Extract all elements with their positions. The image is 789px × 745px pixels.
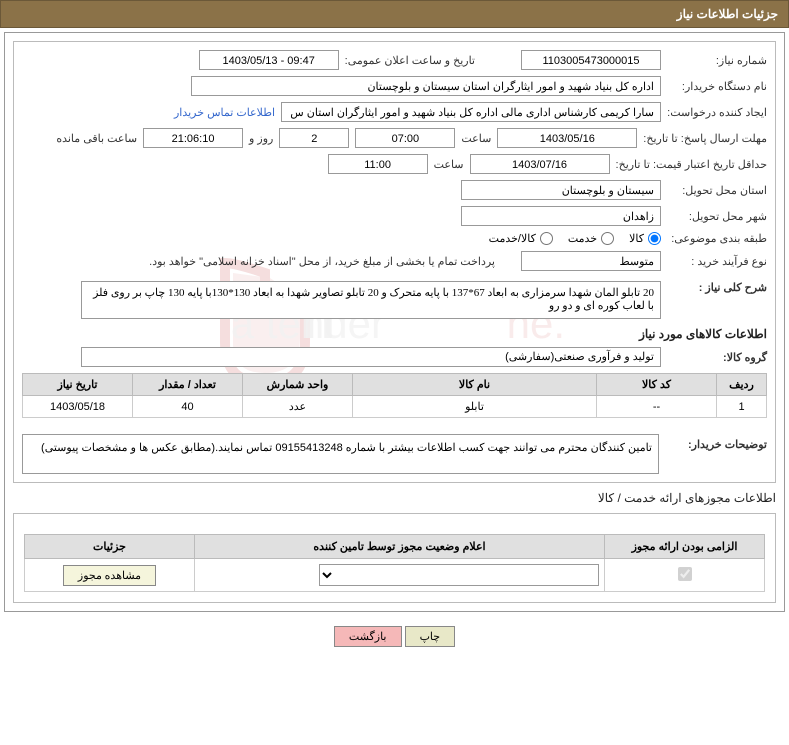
hour-label-2: ساعت xyxy=(434,158,464,171)
license-section: الزامی بودن ارائه مجوز اعلام وضعیت مجوز … xyxy=(13,513,776,603)
buyer-org-field: اداره کل بنیاد شهید و امور ایثارگران است… xyxy=(191,76,661,96)
category-radio-group: کالا خدمت کالا/خدمت xyxy=(489,232,661,245)
reply-deadline-label: مهلت ارسال پاسخ: تا تاریخ: xyxy=(643,132,767,145)
goods-info-title: اطلاعات کالاهای مورد نیاز xyxy=(22,327,767,341)
province-label: استان محل تحویل: xyxy=(667,184,767,197)
license-table: الزامی بودن ارائه مجوز اعلام وضعیت مجوز … xyxy=(24,534,765,592)
main-container: n a tender .ne شماره نیاز: 1103005473000… xyxy=(4,32,785,612)
city-label: شهر محل تحویل: xyxy=(667,210,767,223)
city-field: زاهدان xyxy=(461,206,661,226)
col-mandatory: الزامی بودن ارائه مجوز xyxy=(605,535,765,559)
page-title: جزئیات اطلاعات نیاز xyxy=(677,7,778,21)
status-dropdown[interactable] xyxy=(319,564,599,586)
time-remaining-field: 21:06:10 xyxy=(143,128,243,148)
hour-label-1: ساعت xyxy=(461,132,491,145)
col-qty: تعداد / مقدار xyxy=(133,374,243,396)
col-detail: جزئیات xyxy=(25,535,195,559)
radio-service[interactable]: خدمت xyxy=(568,232,614,245)
payment-note: پرداخت تمام یا بخشی از مبلغ خرید، از محل… xyxy=(149,255,495,268)
mandatory-checkbox xyxy=(678,567,692,581)
form-section: شماره نیاز: 1103005473000015 تاریخ و ساع… xyxy=(13,41,776,483)
reply-date-field: 1403/05/16 xyxy=(497,128,637,148)
status-cell xyxy=(195,559,605,592)
price-hour-field: 11:00 xyxy=(328,154,428,174)
summary-field xyxy=(81,281,661,319)
radio-both-input[interactable] xyxy=(540,232,553,245)
days-word: روز و xyxy=(249,132,273,145)
radio-goods-input[interactable] xyxy=(648,232,661,245)
radio-service-input[interactable] xyxy=(601,232,614,245)
buyer-note-box: تامین کنندگان محترم می توانند جهت کسب اط… xyxy=(22,434,659,474)
goods-table: ردیف کد کالا نام کالا واحد شمارش تعداد /… xyxy=(22,373,767,418)
table-row: 1 -- تابلو عدد 40 1403/05/18 xyxy=(23,396,767,418)
buyer-note-label: توضیحات خریدار: xyxy=(667,426,767,451)
summary-label: شرح کلی نیاز : xyxy=(667,281,767,294)
remaining-word: ساعت باقی مانده xyxy=(56,132,137,145)
days-remaining-field: 2 xyxy=(279,128,349,148)
col-row: ردیف xyxy=(717,374,767,396)
license-row: مشاهده مجوز xyxy=(25,559,765,592)
goods-group-label: گروه کالا: xyxy=(667,351,767,364)
col-code: کد کالا xyxy=(597,374,717,396)
license-title: اطلاعات مجوزهای ارائه خدمت / کالا xyxy=(13,491,776,505)
price-validity-label: حداقل تاریخ اعتبار قیمت: تا تاریخ: xyxy=(616,158,767,171)
category-label: طبقه بندی موضوعی: xyxy=(667,232,767,245)
radio-both[interactable]: کالا/خدمت xyxy=(489,232,553,245)
back-button[interactable]: بازگشت xyxy=(334,626,402,647)
need-number-label: شماره نیاز: xyxy=(667,54,767,67)
announce-label: تاریخ و ساعت اعلان عمومی: xyxy=(345,54,475,67)
radio-goods[interactable]: کالا xyxy=(629,232,661,245)
col-status: اعلام وضعیت مجوز توسط تامین کننده xyxy=(195,535,605,559)
goods-group-field: تولید و فرآوری صنعتی(سفارشی) xyxy=(81,347,661,367)
province-field: سیستان و بلوچستان xyxy=(461,180,661,200)
footer-buttons: چاپ بازگشت xyxy=(0,616,789,651)
buyer-org-label: نام دستگاه خریدار: xyxy=(667,80,767,93)
col-unit: واحد شمارش xyxy=(243,374,353,396)
purchase-type-label: نوع فرآیند خرید : xyxy=(667,255,767,268)
print-button[interactable]: چاپ xyxy=(405,626,456,647)
detail-cell: مشاهده مجوز xyxy=(25,559,195,592)
purchase-type-field: متوسط xyxy=(521,251,661,271)
col-date: تاریخ نیاز xyxy=(23,374,133,396)
requester-label: ایجاد کننده درخواست: xyxy=(667,106,767,119)
reply-hour-field: 07:00 xyxy=(355,128,455,148)
need-number-field: 1103005473000015 xyxy=(521,50,661,70)
requester-field: سارا کریمی کارشناس اداری مالی اداره کل ب… xyxy=(281,102,661,122)
price-date-field: 1403/07/16 xyxy=(470,154,610,174)
col-name: نام کالا xyxy=(353,374,597,396)
page-header: جزئیات اطلاعات نیاز xyxy=(0,0,789,28)
view-license-button[interactable]: مشاهده مجوز xyxy=(63,565,156,586)
mandatory-cell xyxy=(605,559,765,592)
buyer-contact-link[interactable]: اطلاعات تماس خریدار xyxy=(174,106,275,119)
announce-field: 1403/05/13 - 09:47 xyxy=(199,50,339,70)
